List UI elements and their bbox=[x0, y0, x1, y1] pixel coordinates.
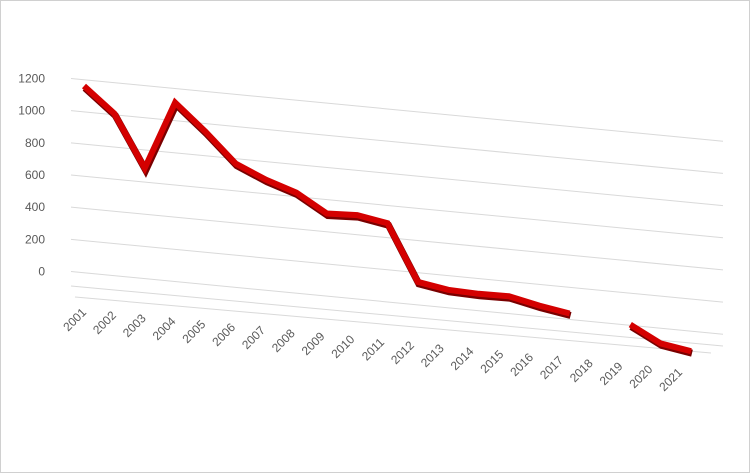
gridlines bbox=[70, 78, 724, 354]
x-axis-ticks: 2001 2002 2003 2004 2005 2006 2007 2008 2009 2010… bbox=[60, 305, 685, 394]
y-tick-label: 0 bbox=[38, 265, 45, 279]
gridline bbox=[70, 174, 724, 239]
x-tick-label: 2017 bbox=[537, 353, 566, 382]
series-line-shadow bbox=[82, 85, 572, 319]
gridline bbox=[70, 78, 724, 142]
x-tick-label: 2004 bbox=[150, 314, 179, 343]
x-tick-label: 2015 bbox=[478, 347, 507, 376]
y-tick-label: 1000 bbox=[18, 104, 45, 118]
x-tick-label: 2002 bbox=[90, 308, 119, 337]
x-tick-label: 2001 bbox=[60, 305, 89, 334]
x-tick-label: 2021 bbox=[656, 365, 685, 394]
x-tick-label: 2011 bbox=[359, 335, 387, 363]
y-tick-label: 400 bbox=[25, 200, 45, 214]
x-tick-label: 2003 bbox=[120, 311, 149, 340]
x-tick-label: 2019 bbox=[597, 359, 626, 388]
x-tick-label: 2005 bbox=[180, 317, 209, 346]
x-tick-label: 2013 bbox=[418, 341, 447, 370]
floor-edge bbox=[70, 285, 724, 347]
series-line bbox=[628, 322, 692, 355]
floor-edge bbox=[74, 296, 712, 354]
gridline bbox=[70, 110, 724, 174]
x-tick-label: 2020 bbox=[627, 362, 656, 391]
x-tick-label: 2006 bbox=[209, 320, 238, 349]
y-tick-label: 800 bbox=[25, 136, 45, 150]
x-tick-label: 2012 bbox=[388, 338, 417, 367]
x-tick-label: 2016 bbox=[507, 350, 536, 379]
y-tick-label: 600 bbox=[25, 168, 45, 182]
series-lines bbox=[81, 83, 693, 357]
x-tick-label: 2010 bbox=[329, 332, 358, 361]
x-tick-label: 2008 bbox=[269, 326, 298, 355]
x-tick-label: 2014 bbox=[448, 344, 477, 373]
x-tick-label: 2018 bbox=[567, 356, 596, 385]
gridline bbox=[70, 142, 724, 207]
gridline bbox=[70, 238, 724, 303]
y-axis-ticks: 0 200 400 600 800 1000 1200 bbox=[18, 72, 45, 279]
y-tick-label: 200 bbox=[25, 232, 45, 246]
x-tick-label: 2007 bbox=[239, 323, 268, 352]
x-tick-label: 2009 bbox=[299, 329, 328, 358]
y-tick-label: 1200 bbox=[18, 72, 45, 86]
gridline bbox=[70, 271, 724, 335]
series-line bbox=[81, 83, 571, 317]
